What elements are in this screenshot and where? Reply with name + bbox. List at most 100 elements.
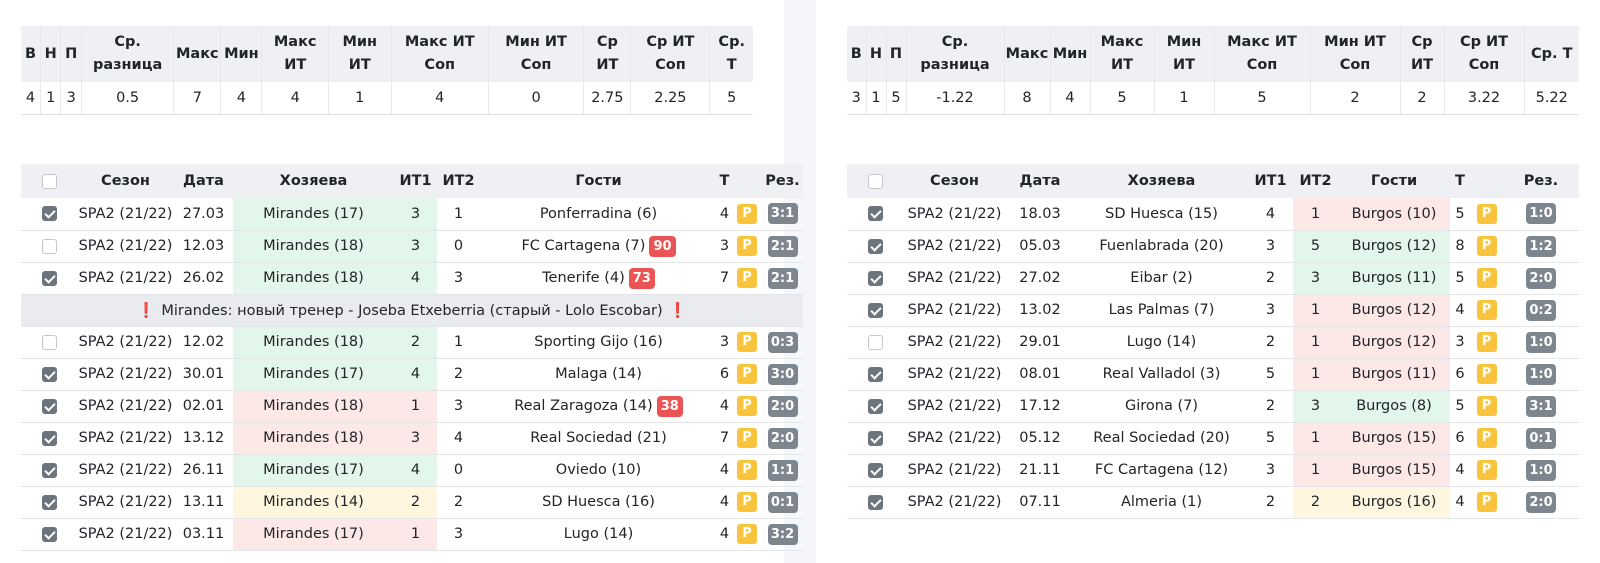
season-cell: SPA2 (21/22) — [904, 198, 1005, 231]
stats-header-cell: Ср ИТ — [1400, 26, 1445, 82]
away-team-cell: Sporting Gijo (16) — [480, 326, 717, 359]
row-checkbox[interactable] — [868, 430, 883, 446]
row-checkbox[interactable] — [868, 206, 883, 222]
stats-table: В Н П Ср. разница Макс Мин Макс ИТ Мин ИТ Макс И… — [847, 26, 1579, 115]
home-goals-cell: 3 — [1248, 454, 1293, 487]
row-select-cell[interactable] — [21, 422, 77, 455]
p-badge[interactable]: P — [1476, 300, 1497, 320]
row-checkbox[interactable] — [868, 334, 883, 350]
row-checkbox[interactable] — [868, 494, 883, 510]
stats-value-cell: 5.22 — [1524, 82, 1579, 115]
p-badge[interactable]: P — [737, 460, 757, 480]
row-select-cell[interactable] — [21, 454, 77, 487]
row-select-cell[interactable] — [21, 230, 77, 263]
p-badge[interactable]: P — [737, 428, 757, 448]
p-badge[interactable]: P — [1476, 428, 1497, 448]
date-cell: 05.03 — [1005, 230, 1075, 263]
stats-value-cell: 2 — [1310, 82, 1401, 115]
row-select-cell[interactable] — [847, 198, 904, 231]
p-badge[interactable]: P — [737, 364, 757, 384]
result-cell: 2:1 — [762, 262, 803, 295]
p-badge[interactable]: P — [737, 203, 757, 224]
row-select-cell[interactable] — [847, 454, 904, 487]
matches-header-row: Сезон Дата Хозяева ИТ1 ИТ2 Гости Т Рез. — [21, 164, 803, 198]
row-checkbox[interactable] — [868, 398, 883, 414]
home-goals-cell: 5 — [1248, 422, 1293, 455]
row-checkbox[interactable] — [41, 366, 57, 382]
row-select-cell[interactable] — [847, 326, 904, 359]
row-checkbox[interactable] — [41, 334, 57, 350]
row-checkbox[interactable] — [868, 238, 883, 254]
row-select-cell[interactable] — [847, 262, 904, 295]
stats-value-cell: 5 — [886, 82, 907, 115]
p-badge[interactable]: P — [737, 332, 757, 352]
away-team-cell: Real Sociedad (21) — [480, 422, 717, 455]
total-cell: 4 — [717, 486, 732, 519]
row-select-cell[interactable] — [21, 358, 77, 391]
p-badge[interactable]: P — [737, 396, 757, 416]
stats-header-cell: Ср. Т — [1524, 26, 1579, 82]
row-checkbox[interactable] — [41, 462, 57, 478]
date-cell: 21.11 — [1005, 454, 1075, 487]
row-checkbox[interactable] — [41, 206, 57, 222]
match-row: SPA2 (21/22) 08.01 Real Valladol (3) 5 1 Burg… — [847, 358, 1579, 391]
row-select-cell[interactable] — [21, 326, 77, 359]
row-checkbox[interactable] — [868, 462, 883, 478]
row-select-cell[interactable] — [21, 262, 77, 295]
p-badge[interactable]: P — [1476, 332, 1497, 352]
result-cell: 1:2 — [1503, 230, 1579, 263]
row-select-cell[interactable] — [847, 230, 904, 263]
away-team-cell: Burgos (8) — [1338, 390, 1450, 423]
season-cell: SPA2 (21/22) — [77, 422, 174, 455]
p-badge[interactable]: P — [737, 268, 757, 288]
away-goals-cell: 3 — [1293, 390, 1338, 423]
season-cell: SPA2 (21/22) — [904, 230, 1005, 263]
row-select-cell[interactable] — [847, 358, 904, 391]
p-badge[interactable]: P — [1476, 268, 1497, 288]
row-checkbox[interactable] — [41, 494, 57, 510]
column-header: Рез. — [762, 164, 803, 198]
stats-value-cell: 1 — [328, 82, 392, 115]
row-checkbox[interactable] — [41, 430, 57, 446]
select-all-checkbox[interactable] — [41, 173, 57, 189]
row-checkbox[interactable] — [41, 398, 57, 414]
p-badge[interactable]: P — [1476, 236, 1497, 256]
row-select-cell[interactable] — [847, 390, 904, 423]
match-row: SPA2 (21/22) 29.01 Lugo (14) 2 1 Burgos (12) 3… — [847, 326, 1579, 359]
home-team-cell: Mirandes (17) — [233, 358, 394, 391]
p-badge[interactable]: P — [1476, 364, 1497, 384]
column-header: Сезон — [904, 164, 1005, 198]
match-row: SPA2 (21/22) 26.11 Mirandes (17) 4 0 Oviedo (… — [21, 454, 803, 487]
row-checkbox[interactable] — [868, 270, 883, 286]
row-select-cell[interactable] — [847, 486, 904, 519]
row-select-cell[interactable] — [21, 518, 77, 551]
away-team-cell: Oviedo (10) — [480, 454, 717, 487]
result-cell: 3:1 — [1503, 390, 1579, 423]
select-all-header[interactable] — [21, 164, 77, 198]
select-all-header[interactable] — [847, 164, 904, 198]
select-all-checkbox[interactable] — [868, 173, 883, 189]
row-checkbox[interactable] — [41, 526, 57, 542]
row-select-cell[interactable] — [21, 198, 77, 231]
p-badge[interactable]: P — [737, 236, 757, 256]
row-select-cell[interactable] — [21, 390, 77, 423]
home-goals-cell: 2 — [1248, 486, 1293, 519]
column-header: Дата — [1005, 164, 1075, 198]
date-cell: 05.12 — [1005, 422, 1075, 455]
p-badge[interactable]: P — [737, 492, 757, 512]
row-checkbox[interactable] — [868, 302, 883, 318]
p-badge[interactable]: P — [737, 524, 757, 544]
row-checkbox[interactable] — [41, 270, 57, 286]
p-badge[interactable]: P — [1476, 492, 1497, 512]
row-checkbox[interactable] — [41, 238, 57, 254]
season-cell: SPA2 (21/22) — [77, 518, 174, 551]
row-select-cell[interactable] — [847, 294, 904, 327]
away-team-name: Ponferradina (6) — [539, 205, 658, 222]
row-checkbox[interactable] — [868, 366, 883, 382]
p-badge[interactable]: P — [1476, 203, 1497, 224]
p-badge[interactable]: P — [1476, 460, 1497, 480]
row-select-cell[interactable] — [847, 422, 904, 455]
away-team-cell: Burgos (10) — [1338, 198, 1450, 231]
p-badge[interactable]: P — [1476, 396, 1497, 416]
row-select-cell[interactable] — [21, 486, 77, 519]
